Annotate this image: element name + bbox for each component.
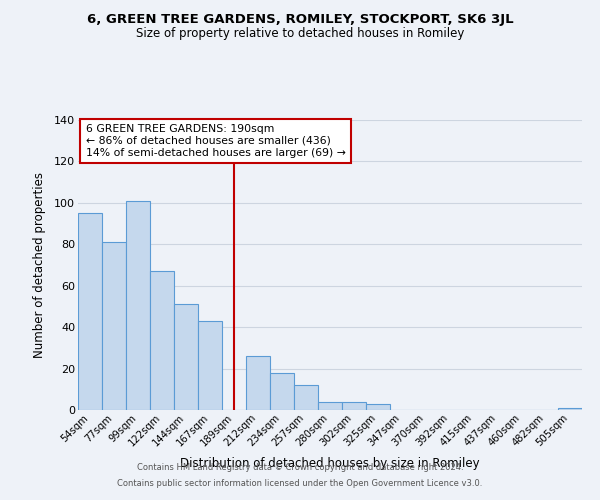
Bar <box>318 402 342 410</box>
Text: 6, GREEN TREE GARDENS, ROMILEY, STOCKPORT, SK6 3JL: 6, GREEN TREE GARDENS, ROMILEY, STOCKPOR… <box>86 12 514 26</box>
Bar <box>126 201 150 410</box>
Text: Size of property relative to detached houses in Romiley: Size of property relative to detached ho… <box>136 28 464 40</box>
Bar <box>78 213 102 410</box>
X-axis label: Distribution of detached houses by size in Romiley: Distribution of detached houses by size … <box>180 456 480 469</box>
Text: 6 GREEN TREE GARDENS: 190sqm
← 86% of detached houses are smaller (436)
14% of s: 6 GREEN TREE GARDENS: 190sqm ← 86% of de… <box>86 124 346 158</box>
Text: Contains public sector information licensed under the Open Government Licence v3: Contains public sector information licen… <box>118 478 482 488</box>
Text: Contains HM Land Registry data © Crown copyright and database right 2024.: Contains HM Land Registry data © Crown c… <box>137 464 463 472</box>
Bar <box>198 321 222 410</box>
Bar <box>294 385 318 410</box>
Bar <box>366 404 390 410</box>
Bar <box>270 372 294 410</box>
Bar <box>342 402 366 410</box>
Y-axis label: Number of detached properties: Number of detached properties <box>33 172 46 358</box>
Bar <box>150 271 174 410</box>
Bar <box>102 242 126 410</box>
Bar <box>174 304 198 410</box>
Bar <box>558 408 582 410</box>
Bar <box>246 356 270 410</box>
